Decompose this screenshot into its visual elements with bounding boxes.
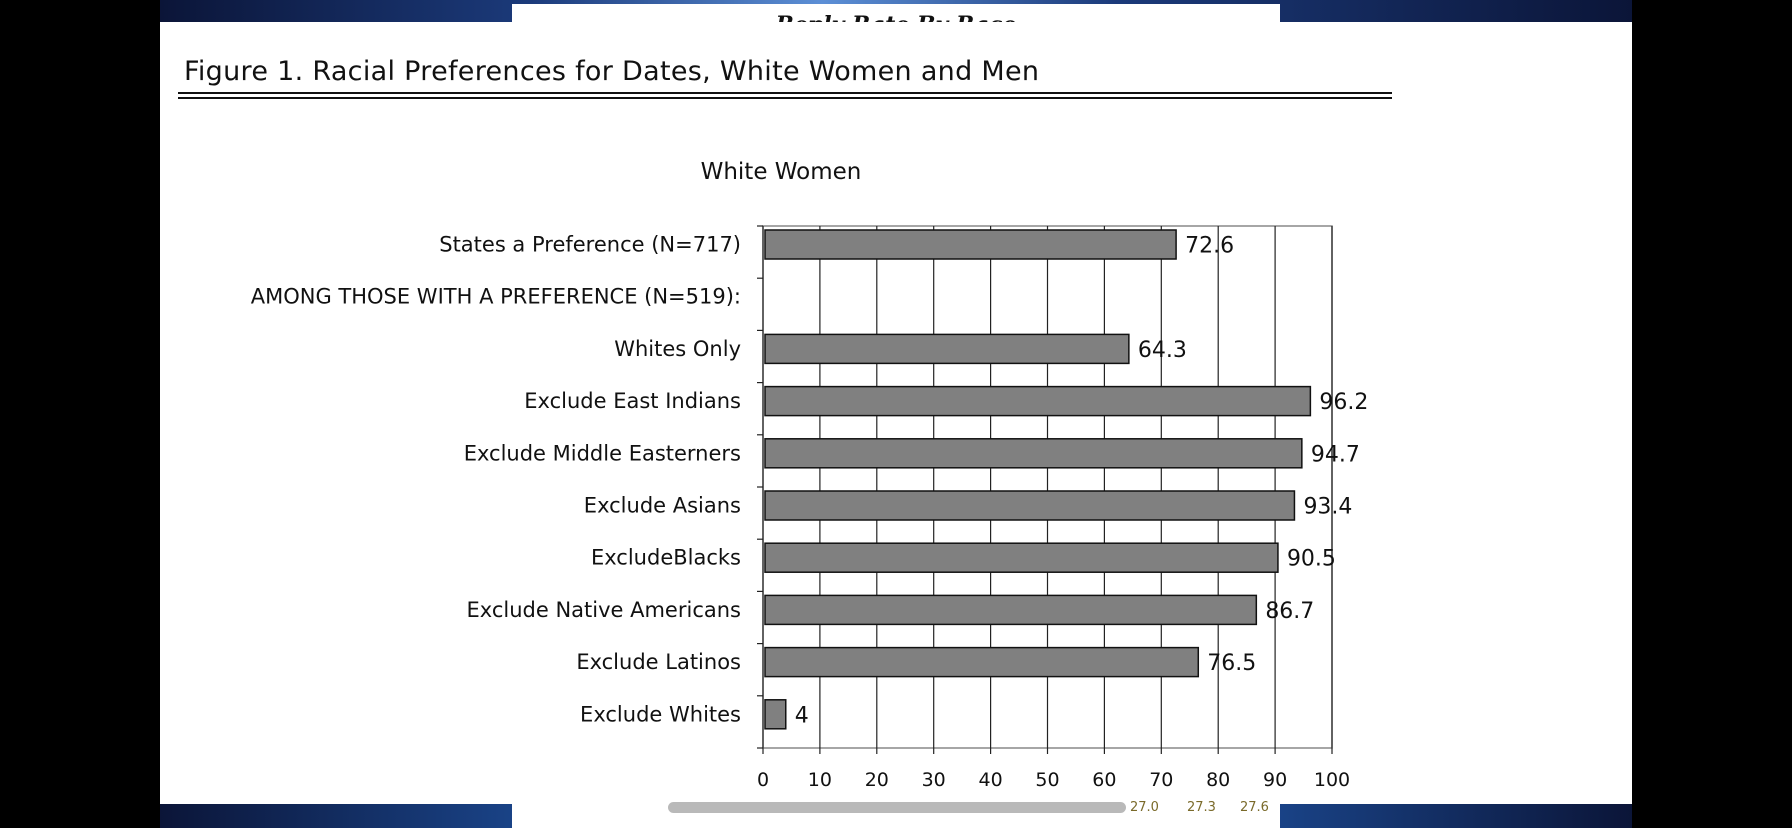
bar [764,699,787,730]
category-label: Exclude Asians [584,494,741,518]
figure-title: Figure 1. Racial Preferences for Dates, … [184,56,1040,87]
data-label: 90.5 [1287,547,1336,572]
bar [764,542,1279,573]
bar [764,229,1177,260]
category-label: Exclude Native Americans [467,598,742,622]
x-tick-label: 100 [1314,769,1350,791]
x-tick-label: 10 [808,769,832,791]
data-label: 93.4 [1303,495,1352,520]
x-tick-label: 40 [979,769,1003,791]
data-label: 72.6 [1185,234,1234,259]
x-tick-label: 70 [1149,769,1173,791]
category-label: Exclude East Indians [524,389,741,413]
category-label: States a Preference (N=717) [439,233,741,257]
x-tick-label: 0 [757,769,769,791]
horizontal-scrollbar[interactable] [668,802,1126,813]
bar [764,385,1312,417]
bar [764,646,1200,678]
x-tick-label: 30 [922,769,946,791]
x-tick-label: 60 [1092,769,1116,791]
footer-value: 27.3 [1187,800,1216,815]
x-tick-label: 90 [1263,769,1287,791]
data-label: 94.7 [1311,442,1360,467]
x-tick-label: 50 [1035,769,1059,791]
category-label: ExcludeBlacks [591,546,741,570]
category-label: Exclude Latinos [576,650,741,674]
chart-title: White Women [701,159,862,185]
bar [764,438,1303,469]
data-label: 96.2 [1319,390,1368,415]
document-page: Figure 1. Racial Preferences for Dates, … [160,22,1632,804]
x-tick-label: 20 [865,769,889,791]
category-label: Exclude Middle Easterners [464,441,741,465]
data-label: 4 [795,703,809,728]
data-label: 64.3 [1138,338,1187,363]
bar [764,333,1130,365]
category-label: Exclude Whites [580,702,741,726]
category-label: Whites Only [614,337,741,361]
title-rule-bottom [178,97,1392,99]
footer-value: 27.6 [1240,800,1269,815]
x-tick-label: 80 [1206,769,1230,791]
bar [764,490,1296,521]
bar [764,594,1258,626]
category-label: AMONG THOSE WITH A PREFERENCE (N=519): [251,285,741,309]
data-label: 76.5 [1207,651,1256,676]
title-rule-top [178,92,1392,94]
bar-chart: 0 10 20 30 40 50 60 70 80 90 100 States a Preferenc… [251,159,1369,791]
footer-value: 27.0 [1130,800,1159,815]
data-label: 86.7 [1265,599,1314,624]
